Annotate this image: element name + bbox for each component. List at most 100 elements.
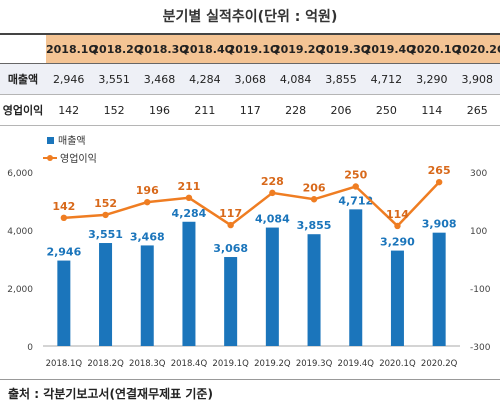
y-right-tick-label: 300: [470, 169, 487, 179]
x-tick-label: 2019.1Q: [212, 359, 249, 369]
line-point: [185, 194, 193, 202]
line-point: [352, 183, 359, 190]
x-tick-label: 2018.4Q: [171, 359, 208, 369]
legend-label-revenue: 매출액: [58, 135, 86, 147]
bar: [182, 221, 196, 346]
header-cell: 2019.4Q: [363, 33, 416, 64]
bar: [432, 232, 446, 346]
bar-value-label: 3,068: [213, 242, 248, 255]
header-cell: 2018.1Q: [46, 33, 98, 64]
header-cell: 2019.2Q: [272, 33, 325, 64]
line-value-label: 228: [261, 175, 284, 188]
header-cell: 2020.1Q: [409, 33, 461, 64]
table-header-row: 2018.1Q 2018.2Q 2018.3Q 2018.4Q 2019.1Q …: [0, 33, 500, 64]
table-cell: 206: [318, 94, 364, 126]
header-cell: 2019.1Q: [227, 33, 279, 64]
table-cell: 3,290: [409, 63, 455, 95]
header-cell: 2018.3Q: [136, 33, 189, 64]
y-left-tick-label: 2,000: [7, 285, 33, 295]
bar-value-label: 4,712: [338, 194, 373, 207]
table-cell: 3,068: [227, 63, 273, 95]
x-tick-label: 2018.2Q: [87, 359, 124, 369]
bar-value-label: 3,551: [88, 228, 123, 241]
bar-value-label: 2,946: [46, 246, 81, 259]
bar: [349, 209, 363, 346]
table-cell: 4,084: [272, 63, 319, 95]
bar: [99, 243, 113, 346]
table-corner-cell: [0, 33, 46, 64]
legend-swatch-profit-dot: [47, 155, 53, 161]
line-point: [269, 189, 276, 197]
legend-swatch-revenue: [47, 137, 54, 144]
line-point: [102, 211, 109, 219]
bar-value-label: 3,468: [130, 230, 165, 243]
line-value-label: 196: [136, 184, 159, 197]
table-cell: 4,712: [363, 63, 410, 95]
line-value-label: 211: [177, 180, 200, 193]
header-cell: 2020.2Q: [454, 33, 500, 64]
source-note: 출처 : 각분기보고서(연결재무제표 기준): [8, 387, 213, 401]
table-cell: 228: [272, 94, 319, 126]
summary-table: 2018.1Q 2018.2Q 2018.3Q 2018.4Q 2019.1Q …: [0, 33, 500, 126]
bar-value-label: 4,284: [172, 207, 207, 220]
line-point: [394, 222, 401, 230]
table-cell: 3,551: [91, 63, 137, 95]
table-cell: 250: [363, 94, 410, 126]
row-label: 매출액: [0, 63, 46, 95]
line-value-label: 142: [52, 200, 75, 213]
y-left-tick-label: 6,000: [7, 169, 33, 179]
y-right-tick-label: 100: [470, 227, 487, 237]
profit-line: [63, 181, 441, 228]
header-cell: 2019.3Q: [318, 33, 370, 64]
x-tick-label: 2018.3Q: [129, 359, 166, 369]
table-cell: 152: [91, 94, 137, 126]
table-cell: 117: [227, 94, 273, 126]
table-cell: 142: [46, 94, 92, 126]
bar: [265, 227, 279, 346]
line-value-label: 250: [344, 169, 367, 182]
row-label: 영업이익: [0, 94, 46, 126]
line-point: [60, 214, 68, 222]
divider: [0, 379, 500, 380]
bar-value-label: 3,908: [422, 218, 457, 231]
combo-chart: 0 2,000 4,000 6,000 -300 -100 100 300 2,946 3,551…: [7, 135, 491, 369]
line-point: [144, 198, 151, 206]
bar: [57, 260, 71, 346]
x-tick-label: 2020.2Q: [421, 359, 458, 369]
bar: [140, 245, 154, 346]
y-left-tick-label: 0: [27, 343, 33, 353]
bar-value-label: 3,290: [380, 236, 415, 249]
line-value-label: 265: [428, 164, 451, 177]
y-left-tick-label: 4,000: [7, 227, 33, 237]
line-point: [310, 196, 318, 203]
bar-value-label: 4,084: [255, 213, 290, 226]
line-point: [227, 221, 234, 229]
legend-label-profit: 영업이익: [60, 152, 97, 165]
line-point: [435, 178, 443, 186]
page-title: 분기별 실적추이(단위 : 억원): [162, 9, 338, 25]
bar: [390, 250, 404, 346]
table-cell: 196: [136, 94, 183, 126]
table-cell: 2,946: [46, 63, 92, 95]
line-value-label: 117: [219, 207, 242, 220]
bar-value-label: 3,855: [297, 219, 332, 232]
header-cell: 2018.4Q: [182, 33, 234, 64]
table-row-operating-profit: 영업이익 142 152 196 211 117 228 206 250 114…: [0, 94, 500, 126]
table-cell: 3,468: [136, 63, 183, 95]
line-value-label: 114: [386, 208, 409, 221]
x-tick-label: 2019.2Q: [254, 359, 291, 369]
x-tick-label: 2019.4Q: [338, 359, 375, 369]
x-tick-label: 2020.1Q: [379, 359, 416, 369]
line-value-label: 152: [94, 197, 117, 210]
header-cell: 2018.2Q: [91, 33, 143, 64]
table-cell: 265: [454, 94, 500, 126]
table-cell: 4,284: [182, 63, 228, 95]
table-cell: 3,855: [318, 63, 364, 95]
line-value-label: 206: [303, 181, 326, 194]
table-row-revenue: 매출액 2,946 3,551 3,468 4,284 3,068 4,084 …: [0, 63, 500, 95]
table-cell: 3,908: [454, 63, 500, 95]
bar: [307, 234, 321, 346]
x-tick-label: 2018.1Q: [46, 359, 83, 369]
y-right-tick-label: -100: [470, 285, 491, 295]
bar: [224, 257, 238, 346]
